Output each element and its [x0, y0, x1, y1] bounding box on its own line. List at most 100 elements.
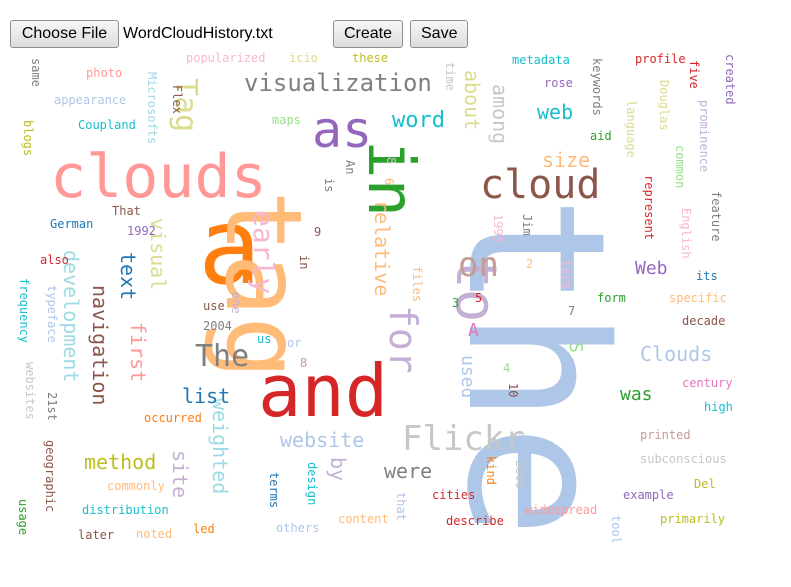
word-us: us	[257, 332, 272, 346]
word-size: size	[542, 148, 591, 172]
word-frequency: frequency	[17, 278, 31, 344]
word-occurred: occurred	[144, 411, 202, 425]
word-visualization: visualization	[244, 69, 432, 97]
word-blogs: blogs	[21, 120, 35, 157]
word-common: common	[673, 145, 687, 189]
word-profile: profile	[635, 52, 686, 66]
word-primarily: primarily	[660, 512, 726, 526]
word-describe: describe	[446, 514, 504, 528]
choose-file-button[interactable]: Choose File	[10, 20, 119, 48]
save-button[interactable]: Save	[410, 20, 468, 48]
word-german: German	[50, 217, 94, 231]
word-cloud: cloud	[480, 162, 601, 208]
word-coupland: Coupland	[78, 118, 136, 132]
word-century: century	[682, 376, 733, 390]
word-english: English	[679, 208, 693, 259]
word-was: was	[620, 384, 653, 405]
word-usage: usage	[16, 499, 30, 536]
word-cities: cities	[432, 488, 476, 502]
word-word: word	[392, 108, 445, 133]
word-that: That	[112, 204, 141, 218]
word-3: 3	[452, 296, 460, 310]
word-on: on	[458, 245, 499, 285]
word-geographic: geographic	[43, 440, 57, 513]
word-keywords: keywords	[590, 58, 604, 116]
word-led: led	[193, 522, 215, 536]
word-noted: noted	[136, 527, 173, 541]
word-9: 9	[314, 225, 322, 239]
word-about: about	[460, 70, 484, 131]
word-1995: 1995	[491, 214, 505, 243]
word-these: these	[352, 51, 389, 65]
word-2006: 2006	[513, 460, 527, 489]
word-del: Del	[694, 477, 716, 491]
word-s: S	[565, 342, 586, 353]
word-weighted: weighted	[208, 398, 232, 495]
word-specific: specific	[669, 291, 727, 305]
word-form: form	[597, 291, 626, 305]
word-among: among	[488, 84, 512, 145]
word-douglas: Douglas	[657, 80, 671, 131]
word-five: five	[687, 60, 701, 89]
word-clouds: clouds	[50, 142, 267, 212]
word-text: text	[116, 252, 140, 301]
word-subconscious: subconscious	[640, 452, 727, 466]
word-microsofts: Microsofts	[145, 72, 159, 145]
word-kind: kind	[484, 456, 498, 485]
word-as: as	[312, 101, 373, 159]
word-photo: photo	[86, 66, 123, 80]
create-button[interactable]: Create	[333, 20, 403, 48]
word-later: later	[78, 528, 115, 542]
word-by: by	[326, 457, 350, 482]
word-high: high	[704, 400, 733, 414]
word-development: development	[59, 250, 83, 383]
word-relative: relative	[370, 200, 394, 297]
word-site: site	[168, 450, 192, 499]
word-clouds: Clouds	[640, 342, 713, 366]
toolbar: Choose File WordCloudHistory.txt Create …	[0, 0, 791, 50]
word-websites: websites	[23, 362, 37, 420]
word-distribution: distribution	[82, 503, 169, 517]
word-commonly: commonly	[107, 479, 165, 493]
word-that: that	[394, 492, 408, 521]
word-rose: rose	[544, 76, 573, 90]
word-same: same	[29, 58, 43, 87]
word-navigation: navigation	[88, 285, 112, 406]
word-represent: represent	[642, 175, 656, 241]
word-popularized: popularized	[186, 51, 266, 65]
word-printed: printed	[640, 428, 691, 442]
word-a: A	[468, 320, 479, 341]
word-for: for	[381, 305, 425, 374]
word-is: is	[322, 178, 336, 193]
word-2: 2	[526, 257, 534, 271]
word-flex: Flex	[170, 85, 184, 114]
word-widespread: widespread	[525, 503, 598, 517]
word-maps: maps	[272, 113, 301, 127]
word-aid: aid	[590, 129, 612, 143]
word-method: method	[84, 450, 157, 474]
word-tool: tool	[609, 515, 623, 544]
word-an: An	[343, 160, 357, 175]
word-6: 6	[382, 178, 396, 186]
word-in: in	[297, 255, 311, 270]
word-or: or	[287, 336, 302, 350]
word-7: 7	[568, 304, 576, 318]
word-a: a	[198, 186, 262, 308]
word-content: content	[338, 512, 389, 526]
word-icio: icio	[289, 51, 318, 65]
word-8: 8	[384, 157, 398, 165]
word-decade: decade	[682, 314, 726, 328]
word-jim: Jim	[520, 214, 534, 236]
word-design: design	[305, 462, 319, 506]
word-website: website	[280, 428, 365, 452]
word-others: others	[276, 521, 320, 535]
word-metadata: metadata	[512, 53, 570, 67]
word-prominence: prominence	[697, 100, 711, 173]
word-use: use	[203, 299, 225, 313]
word-one: one	[229, 292, 243, 314]
word-and: and	[258, 349, 389, 433]
word-1992: 1992	[127, 224, 156, 238]
word-web: Web	[635, 258, 668, 279]
word-used: used	[457, 355, 478, 399]
